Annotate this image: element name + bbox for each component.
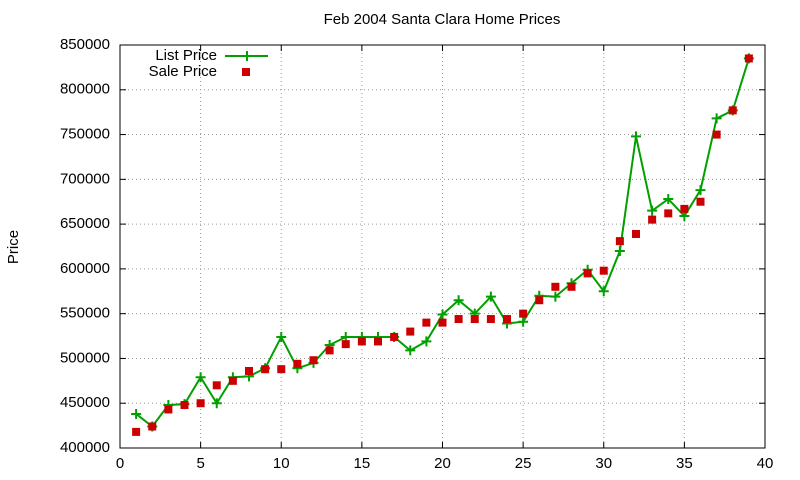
x-tick-label: 35 <box>676 455 693 472</box>
point-marker <box>325 346 334 355</box>
point-marker <box>631 131 641 142</box>
point-marker <box>648 215 657 224</box>
point-marker <box>390 332 399 341</box>
point-marker <box>551 282 560 291</box>
point-marker <box>615 237 624 246</box>
point-marker <box>211 398 222 409</box>
point-marker <box>470 315 479 324</box>
point-marker <box>696 197 705 206</box>
point-marker <box>695 185 706 196</box>
point-marker <box>421 336 432 347</box>
y-axis-label: Price <box>5 230 22 264</box>
point-marker <box>341 340 350 349</box>
y-tick-label: 500000 <box>60 349 110 366</box>
point-marker <box>406 327 415 336</box>
point-marker <box>131 408 142 419</box>
point-marker <box>518 316 529 327</box>
point-marker <box>357 337 366 346</box>
point-marker <box>454 315 463 324</box>
y-tick-label: 850000 <box>60 36 110 53</box>
y-tick-label: 700000 <box>60 170 110 187</box>
x-tick-label: 10 <box>273 455 290 472</box>
legend-label: Sale Price <box>149 63 217 80</box>
point-marker <box>261 365 270 374</box>
point-marker <box>277 365 286 374</box>
point-marker <box>664 209 673 218</box>
point-marker <box>614 245 625 256</box>
y-tick-label: 650000 <box>60 215 110 232</box>
point-marker <box>438 318 447 327</box>
point-marker <box>374 337 382 346</box>
point-marker <box>422 318 431 327</box>
y-tick-label: 550000 <box>60 305 110 322</box>
point-marker <box>519 309 528 318</box>
point-marker <box>309 356 318 365</box>
y-tick-label: 800000 <box>60 81 110 98</box>
x-tick-label: 40 <box>757 455 774 472</box>
point-marker <box>503 315 511 324</box>
point-marker <box>583 269 592 278</box>
point-marker <box>180 401 189 410</box>
point-marker <box>196 399 205 408</box>
y-tick-label: 450000 <box>60 394 110 411</box>
point-marker <box>728 106 737 115</box>
y-tick-label: 400000 <box>60 439 110 456</box>
x-tick-label: 15 <box>354 455 371 472</box>
plot-frame <box>119 44 766 449</box>
point-marker <box>485 291 496 302</box>
point-marker <box>212 381 221 390</box>
legend-swatch <box>242 51 252 61</box>
x-tick-label: 0 <box>116 455 124 472</box>
point-marker <box>405 345 416 356</box>
y-tick-label: 750000 <box>60 126 110 143</box>
point-marker <box>567 282 576 291</box>
point-marker <box>550 291 561 302</box>
point-marker <box>535 296 544 305</box>
point-marker <box>711 113 722 124</box>
point-marker <box>293 359 302 368</box>
point-marker <box>228 376 237 385</box>
point-marker <box>744 54 753 63</box>
point-marker <box>486 315 495 324</box>
point-marker <box>599 266 608 275</box>
x-tick-label: 25 <box>515 455 532 472</box>
x-tick-label: 30 <box>595 455 612 472</box>
point-marker <box>148 422 157 431</box>
point-marker <box>598 286 609 297</box>
point-marker <box>647 205 658 216</box>
x-tick-label: 20 <box>434 455 451 472</box>
point-marker <box>245 366 253 375</box>
point-marker <box>663 194 674 205</box>
y-tick-label: 600000 <box>60 260 110 277</box>
point-marker <box>276 331 287 342</box>
point-marker <box>453 295 464 306</box>
point-marker <box>632 229 640 238</box>
point-marker <box>437 309 448 320</box>
point-marker <box>132 427 141 436</box>
point-marker <box>680 204 689 213</box>
legend-swatch <box>242 68 250 76</box>
point-marker <box>195 372 206 383</box>
point-marker <box>712 130 721 139</box>
point-marker <box>164 405 173 414</box>
legend-label: List Price <box>155 47 217 64</box>
chart-title: Feb 2004 Santa Clara Home Prices <box>324 11 561 28</box>
x-tick-label: 5 <box>196 455 204 472</box>
